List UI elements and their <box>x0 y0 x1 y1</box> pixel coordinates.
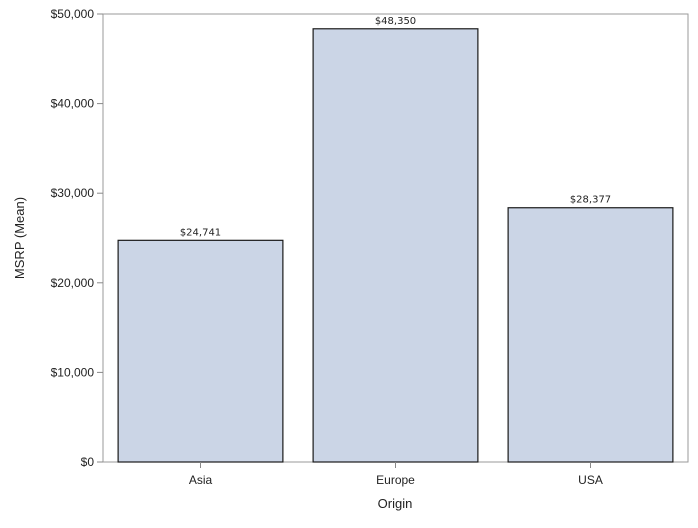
bar-europe <box>312 28 479 463</box>
bar-value-label: $24,741 <box>180 227 221 238</box>
y-axis: $0 $10,000 $20,000 $30,000 $40,000 $50,000 <box>51 7 103 469</box>
x-tick-label: USA <box>578 473 603 487</box>
y-tick-label: $50,000 <box>51 7 95 21</box>
y-tick-label: $10,000 <box>51 365 95 379</box>
x-tick-label: Asia <box>189 473 213 487</box>
x-axis-title: Origin <box>378 496 413 511</box>
data-labels: $24,741 $48,350 $28,377 <box>180 16 611 239</box>
x-axis: Asia Europe USA <box>189 462 603 487</box>
y-tick-label: $40,000 <box>51 97 95 111</box>
bars <box>117 28 674 463</box>
bar-value-label: $48,350 <box>375 16 416 27</box>
y-tick-label: $0 <box>81 455 95 469</box>
y-tick-label: $20,000 <box>51 276 95 290</box>
x-tick-label: Europe <box>376 473 415 487</box>
bar-asia <box>117 239 284 463</box>
bar-value-label: $28,377 <box>570 195 611 206</box>
y-tick-label: $30,000 <box>51 186 95 200</box>
y-axis-title: MSRP (Mean) <box>12 197 27 279</box>
bar-usa <box>507 207 674 463</box>
